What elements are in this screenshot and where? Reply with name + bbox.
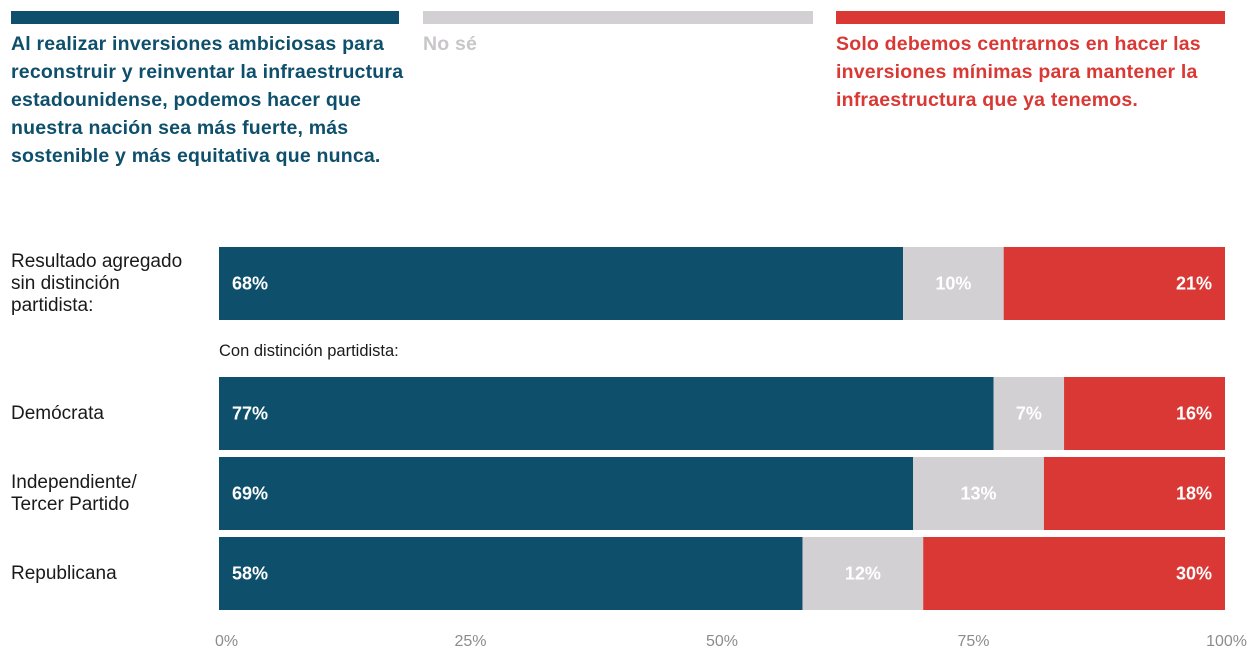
data-label-dont-know-row-2: 13% — [961, 484, 997, 504]
legend-label-minimal: Solo debemos centrarnos en hacer las inv… — [836, 33, 1201, 111]
data-label-minimal-row-1: 16% — [1176, 404, 1212, 424]
bar-segment-dont-know-row-0 — [903, 247, 1004, 320]
bar-segment-dont-know-row-1 — [993, 377, 1065, 450]
legend-label-ambitious: Al realizar inversiones ambiciosas para … — [11, 33, 404, 167]
data-label-minimal-row-0: 21% — [1176, 274, 1212, 294]
data-label-ambitious-row-3: 58% — [232, 564, 268, 584]
bar-segment-minimal-row-2 — [1043, 457, 1225, 530]
bar-segment-ambitious-row-3 — [219, 537, 803, 610]
legend-swatch-minimal — [836, 11, 1225, 24]
section-label-partisan: Con distinción partidista: — [219, 342, 399, 360]
data-label-minimal-row-2: 18% — [1176, 484, 1212, 504]
bar-segment-ambitious-row-2 — [219, 457, 914, 530]
category-label-democrat: Demócrata — [11, 402, 104, 424]
bar-segment-minimal-row-0 — [1003, 247, 1225, 320]
legend-swatch-dont-know — [423, 11, 813, 24]
data-label-ambitious-row-2: 69% — [232, 484, 268, 504]
bar-segment-ambitious-row-1 — [219, 377, 994, 450]
data-label-dont-know-row-1: 7% — [1016, 404, 1042, 424]
category-label-independent: Independiente/ Tercer Partido — [11, 471, 137, 515]
data-label-ambitious-row-0: 68% — [232, 274, 268, 294]
category-label-aggregate: Resultado agregado sin distinción partid… — [11, 250, 183, 316]
legend-label-dont-know: No sé — [423, 33, 478, 55]
data-label-minimal-row-3: 30% — [1176, 564, 1212, 584]
x-tick-label: 25% — [454, 633, 486, 648]
bar-segment-ambitious-row-0 — [219, 247, 904, 320]
data-label-ambitious-row-1: 77% — [232, 404, 268, 424]
bar-segment-minimal-row-3 — [923, 537, 1225, 610]
x-tick-label: 50% — [706, 633, 738, 648]
x-tick-label: 0% — [215, 633, 238, 648]
bar-segment-dont-know-row-2 — [913, 457, 1044, 530]
x-tick-label: 100% — [1206, 633, 1247, 648]
bar-segment-dont-know-row-3 — [802, 537, 924, 610]
category-label-republican: Republicana — [11, 562, 117, 584]
data-label-dont-know-row-0: 10% — [935, 274, 971, 294]
bar-segment-minimal-row-1 — [1064, 377, 1225, 450]
legend-swatch-ambitious — [11, 11, 399, 24]
data-label-dont-know-row-3: 12% — [845, 564, 881, 584]
x-tick-label: 75% — [957, 633, 989, 648]
